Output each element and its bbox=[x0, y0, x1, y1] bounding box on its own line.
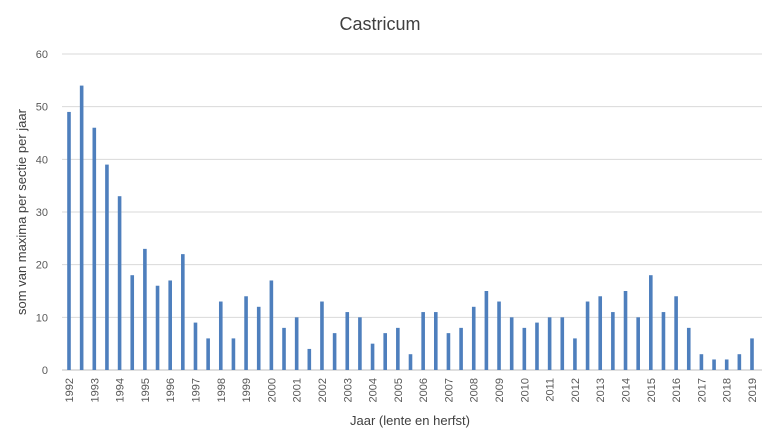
bar bbox=[256, 306, 261, 370]
bar bbox=[750, 338, 754, 370]
x-tick-label: 2006 bbox=[418, 378, 430, 402]
bar bbox=[408, 354, 413, 370]
bar bbox=[585, 301, 590, 370]
bar bbox=[244, 296, 248, 370]
gridlines bbox=[62, 53, 762, 371]
bar bbox=[598, 296, 603, 370]
bar bbox=[459, 327, 463, 370]
bar bbox=[509, 317, 514, 370]
x-tick-label: 2016 bbox=[671, 378, 683, 402]
bar bbox=[636, 317, 640, 370]
x-tick-label: 2000 bbox=[266, 378, 278, 402]
x-tick-label: 1992 bbox=[64, 378, 76, 402]
x-tick-label: 2001 bbox=[292, 378, 304, 402]
bar bbox=[686, 327, 691, 370]
bar bbox=[446, 333, 451, 370]
y-tick-label: 30 bbox=[36, 207, 48, 219]
x-tick-label: 2012 bbox=[570, 378, 582, 402]
y-axis-ticks: 0 10 20 30 40 50 60 bbox=[36, 49, 48, 377]
y-tick-label: 60 bbox=[36, 49, 48, 61]
x-tick-label: 2017 bbox=[696, 378, 708, 402]
bar bbox=[294, 317, 299, 370]
x-tick-label: 1996 bbox=[165, 378, 177, 402]
bar bbox=[206, 338, 210, 370]
y-tick-label: 50 bbox=[36, 102, 48, 114]
bar bbox=[231, 338, 236, 370]
bar bbox=[396, 327, 400, 370]
x-tick-label: 2013 bbox=[595, 378, 607, 402]
bar bbox=[421, 312, 425, 370]
bar bbox=[724, 359, 729, 370]
x-tick-label: 2018 bbox=[722, 378, 734, 402]
x-tick-label: 2003 bbox=[342, 378, 354, 402]
bar bbox=[699, 354, 704, 370]
bar bbox=[168, 280, 172, 370]
bar bbox=[497, 301, 501, 370]
x-tick-label: 2015 bbox=[646, 378, 658, 402]
chart-title: Castricum bbox=[339, 14, 420, 34]
bar bbox=[471, 306, 476, 370]
bar bbox=[547, 317, 552, 370]
x-tick-label: 2002 bbox=[317, 378, 329, 402]
bar bbox=[535, 322, 539, 370]
x-tick-label: 1999 bbox=[241, 378, 253, 402]
x-tick-label: 2009 bbox=[494, 378, 506, 402]
x-tick-label: 2014 bbox=[621, 378, 633, 402]
bar bbox=[332, 333, 337, 370]
bar bbox=[345, 312, 350, 370]
bar bbox=[522, 327, 527, 370]
bar bbox=[155, 285, 160, 370]
x-tick-label: 1998 bbox=[216, 378, 228, 402]
bar bbox=[92, 127, 97, 370]
bar bbox=[307, 348, 312, 370]
x-tick-label: 2004 bbox=[368, 378, 380, 402]
bar bbox=[67, 111, 71, 371]
bar bbox=[370, 343, 375, 370]
x-tick-label: 1993 bbox=[89, 378, 101, 402]
y-axis-label: som van maxima per sectie per jaar bbox=[14, 108, 29, 315]
bar bbox=[611, 312, 615, 370]
bar bbox=[560, 317, 565, 370]
x-axis-ticks: 1992 1993 1994 1995 1996 1997 1998 1999 2000 2001… bbox=[64, 378, 759, 402]
bar bbox=[218, 301, 223, 370]
bar bbox=[484, 291, 489, 370]
bar bbox=[737, 354, 742, 370]
bar bbox=[130, 275, 135, 370]
bar bbox=[661, 312, 666, 370]
x-tick-label: 1994 bbox=[115, 378, 127, 402]
x-tick-label: 2010 bbox=[519, 378, 531, 402]
bar bbox=[269, 280, 274, 370]
bar bbox=[434, 312, 438, 370]
x-tick-label: 2007 bbox=[443, 378, 455, 402]
x-tick-label: 2008 bbox=[469, 378, 481, 402]
x-tick-label: 1997 bbox=[190, 378, 202, 402]
x-tick-label: 1995 bbox=[140, 378, 152, 402]
x-axis-label: Jaar (lente en herfst) bbox=[350, 413, 470, 428]
y-tick-label: 0 bbox=[42, 365, 48, 377]
y-tick-label: 40 bbox=[36, 154, 48, 166]
y-tick-label: 10 bbox=[36, 312, 48, 324]
bar bbox=[143, 248, 147, 370]
bar bbox=[649, 275, 653, 370]
bar bbox=[358, 317, 362, 370]
x-tick-label: 2011 bbox=[545, 378, 557, 402]
bar bbox=[105, 164, 109, 370]
bar bbox=[79, 85, 84, 370]
bar bbox=[674, 296, 678, 370]
bar bbox=[181, 254, 185, 370]
bar bbox=[712, 359, 716, 370]
bar bbox=[383, 333, 387, 370]
bar bbox=[117, 196, 122, 370]
x-tick-label: 2019 bbox=[747, 378, 759, 402]
bars bbox=[67, 85, 754, 371]
x-tick-label: 2005 bbox=[393, 378, 405, 402]
bar bbox=[573, 338, 577, 370]
bar bbox=[282, 327, 286, 370]
bar bbox=[623, 291, 628, 370]
y-tick-label: 20 bbox=[36, 260, 48, 272]
bar bbox=[193, 322, 198, 370]
bar bbox=[320, 301, 324, 370]
